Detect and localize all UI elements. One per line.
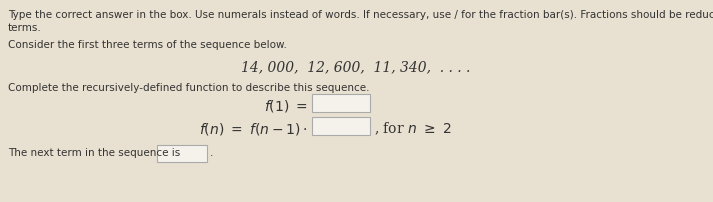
Text: , for $n\ \geq\ 2$: , for $n\ \geq\ 2$ bbox=[374, 120, 451, 137]
Text: $f(n)\ =\ f(n-1)\cdot$: $f(n)\ =\ f(n-1)\cdot$ bbox=[200, 120, 308, 136]
Text: Consider the first three terms of the sequence below.: Consider the first three terms of the se… bbox=[8, 40, 287, 50]
Text: terms.: terms. bbox=[8, 23, 42, 33]
FancyBboxPatch shape bbox=[312, 117, 370, 135]
Text: 14, 000,  12, 600,  11, 340,  . . . .: 14, 000, 12, 600, 11, 340, . . . . bbox=[241, 60, 471, 74]
FancyBboxPatch shape bbox=[312, 95, 370, 113]
Text: Type the correct answer in the box. Use numerals instead of words. If necessary,: Type the correct answer in the box. Use … bbox=[8, 10, 713, 20]
Text: The next term in the sequence is: The next term in the sequence is bbox=[8, 147, 180, 157]
FancyBboxPatch shape bbox=[157, 145, 207, 162]
Text: Complete the recursively-defined function to describe this sequence.: Complete the recursively-defined functio… bbox=[8, 83, 369, 93]
Text: .: . bbox=[210, 147, 213, 157]
Text: $f(1)\ =$: $f(1)\ =$ bbox=[264, 98, 308, 114]
